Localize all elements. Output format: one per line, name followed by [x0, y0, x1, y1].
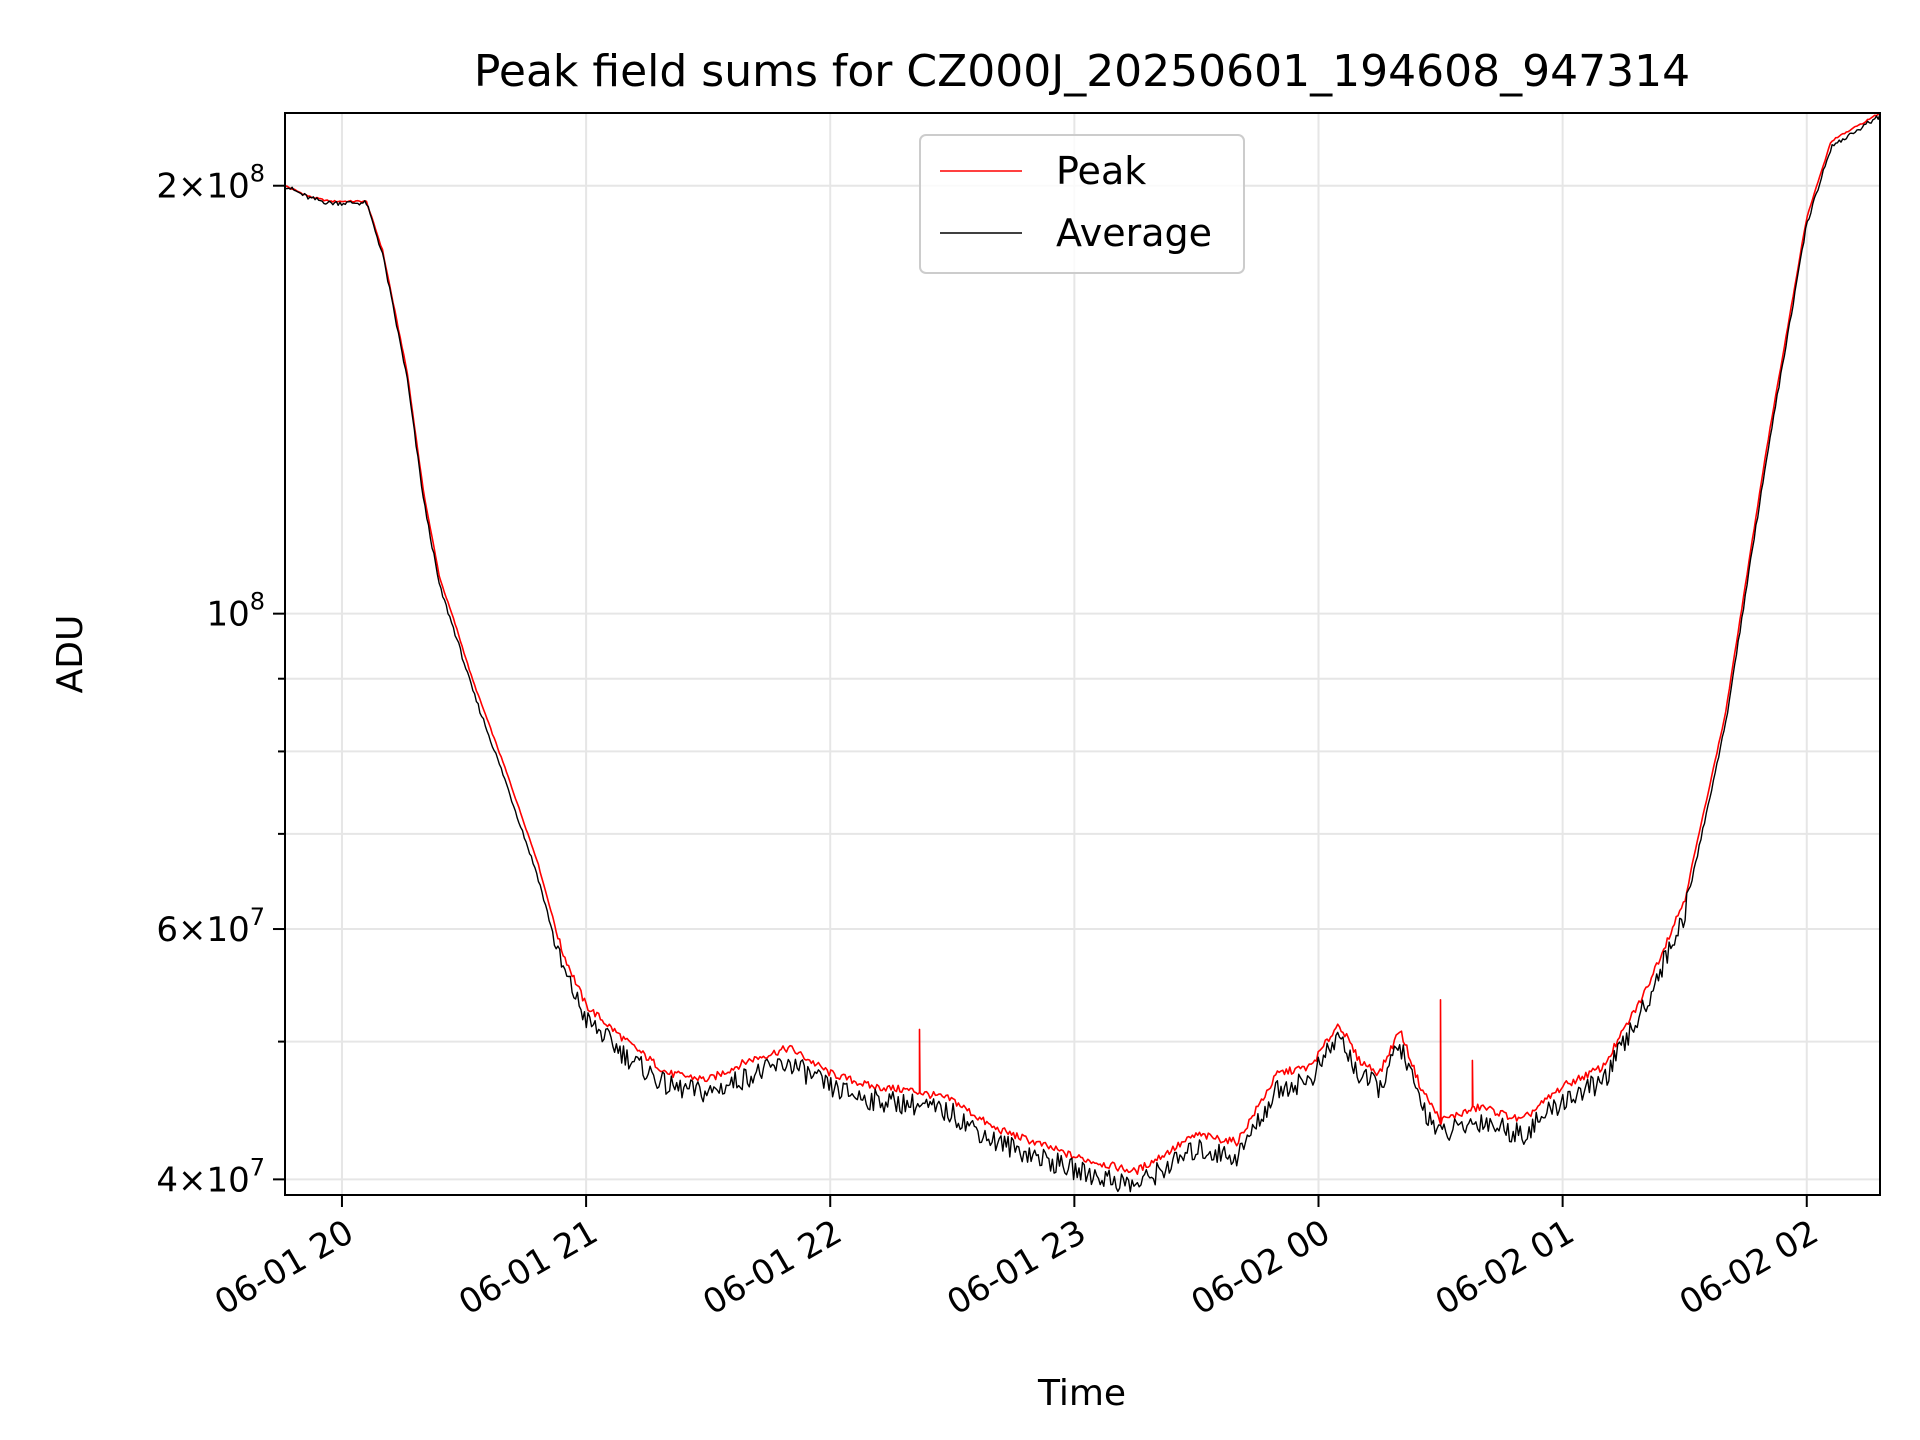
legend-label-peak: Peak	[1056, 149, 1146, 193]
legend: Peak Average	[919, 134, 1245, 274]
y-tick-label: 4×107	[156, 1153, 265, 1200]
series-line-average	[284, 113, 1881, 1193]
y-axis-title: ADU	[50, 615, 91, 694]
plot-frame	[284, 112, 1881, 1196]
legend-label-average: Average	[1056, 211, 1212, 255]
y-tick-label: 6×107	[156, 903, 265, 950]
y-tick-label: 2×108	[156, 160, 265, 207]
y-tick-label: 108	[206, 588, 265, 635]
legend-box	[919, 134, 1245, 274]
series-layer	[284, 112, 1881, 1193]
series-line-peak	[284, 112, 1881, 1175]
chart-title: Peak field sums for CZ000J_20250601_1946…	[474, 46, 1690, 97]
x-axis-title: Time	[1037, 1373, 1126, 1414]
